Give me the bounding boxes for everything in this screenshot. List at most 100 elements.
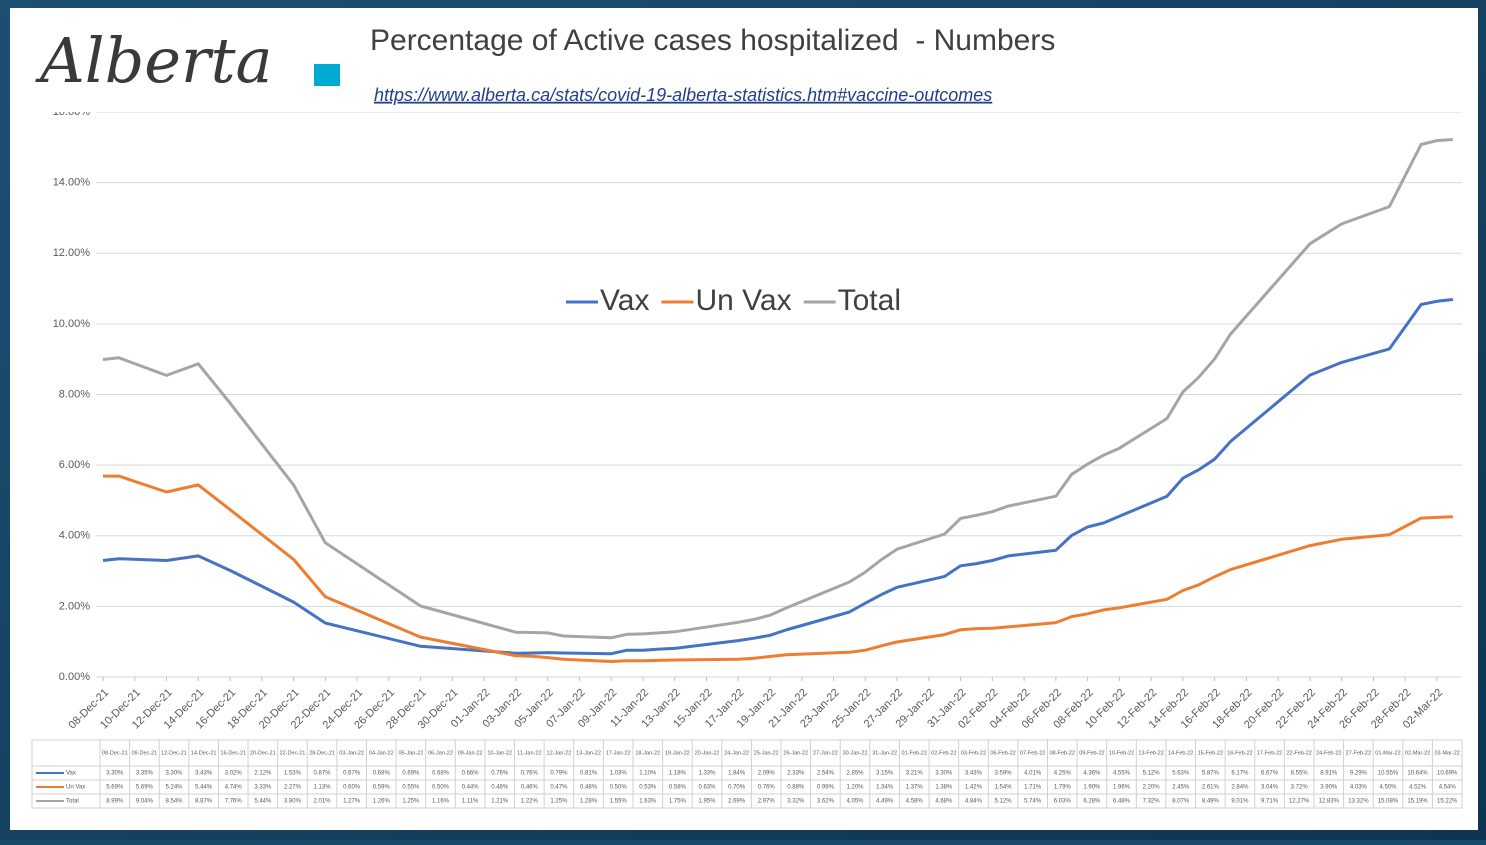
table-header: 10-Jan-22 [487,750,512,756]
table-cell: 1.13% [314,785,332,791]
table-header: 10-Feb-22 [1109,750,1134,756]
table-header: 20-Jan-22 [695,750,720,756]
table-header: 31-Jan-22 [872,750,897,756]
table-cell: 0.63% [698,785,716,791]
table-header: 22-Feb-22 [1286,750,1311,756]
table-cell: 1.42% [965,785,983,791]
table-cell: 8.99% [106,799,124,805]
table-header: 27-Feb-22 [1346,750,1371,756]
table-cell: 2.20% [1143,785,1161,791]
table-header: 08-Dec-21 [102,750,128,756]
table-cell: 0.47% [550,785,568,791]
table-cell: 0.68% [432,771,450,777]
table-cell: 8.91% [1320,771,1338,777]
table-cell: 2.84% [1231,785,1249,791]
table-header: 01-Mar-22 [1375,750,1400,756]
table-legend-label: Total [66,799,79,805]
table-cell: 0.53% [639,785,657,791]
table-cell: 8.49% [1202,799,1220,805]
table-cell: 5.12% [995,799,1013,805]
header-bg [14,10,1474,112]
table-cell: 1.96% [1113,785,1131,791]
y-tick-label: 6.00% [59,459,90,471]
table-cell: 8.54% [166,799,184,805]
table-cell: 1.55% [610,799,628,805]
table-cell: 15.22% [1437,799,1458,805]
table-cell: 1.79% [1054,785,1072,791]
table-header: 24-Jan-22 [724,750,749,756]
table-cell: 0.46% [491,785,509,791]
source-link[interactable]: https://www.alberta.ca/stats/covid-19-al… [374,85,992,105]
table-cell: 1.90% [1083,785,1101,791]
chart-title: Percentage of Active cases hospitalized … [370,24,1055,57]
table-cell: 7.76% [225,799,243,805]
table-cell: 2.85% [847,771,865,777]
table-cell: 0.76% [521,771,539,777]
table-cell: 0.79% [550,771,568,777]
plot-area: 0.00% 2.00% 4.00% 6.00% 8.00% 10.00% 12.00% 14.… [31,106,1463,809]
table-header: 27-Jan-22 [813,750,838,756]
y-tick-label: 8.00% [59,388,90,400]
table-cell: 5.69% [136,785,154,791]
table-cell: 0.88% [787,785,805,791]
table-cell: 13.32% [1348,799,1369,805]
table-cell: 0.58% [669,785,687,791]
table-cell: 10.69% [1437,771,1458,777]
table-cell: 5.24% [166,785,184,791]
table-cell: 1.54% [995,785,1013,791]
table-cell: 9.29% [1350,771,1368,777]
table-header: 09-Feb-22 [1079,750,1104,756]
y-tick-label: 4.00% [59,530,90,542]
table-cell: 0.69% [402,771,420,777]
table-cell: 3.02% [225,771,243,777]
line [103,474,1453,663]
table-header: 22-Dec-21 [280,750,306,756]
table-cell: 4.36% [1083,771,1101,777]
table-header: 12-Dec-21 [161,750,187,756]
table-cell: 0.76% [491,771,509,777]
table-cell: 2.01% [314,799,332,805]
panel [10,8,1478,830]
table-header: 19-Jan-22 [665,750,690,756]
table-cell: 1.26% [373,799,391,805]
table-header: 08-Feb-22 [1050,750,1075,756]
table-cell: 1.25% [550,799,568,805]
table-cell: 4.68% [935,799,953,805]
table-cell: 0.55% [402,785,420,791]
table-cell: 5.44% [195,785,213,791]
table-cell: 3.04% [1261,785,1279,791]
table-header: 16-Dec-21 [220,750,246,756]
table-cell: 15.19% [1407,799,1428,805]
table-header: 16-Feb-22 [1227,750,1252,756]
table-cell: 2.45% [1172,785,1190,791]
table-cell: 1.20% [847,785,865,791]
table-cell: 3.30% [166,771,184,777]
table-header: 14-Dec-21 [191,750,217,756]
table-header: 18-Jan-22 [635,750,660,756]
table-cell: 2.33% [787,771,805,777]
legend-label: Vax [600,284,649,317]
table-cell: 1.18% [669,771,687,777]
table-header: 17-Jan-22 [606,750,631,756]
table-header: 11-Jan-22 [517,750,541,756]
table-cell: 4.52% [1409,785,1427,791]
table-legend-label: Vax [66,771,76,777]
table-cell: 8.87% [195,799,213,805]
table-header: 02-Feb-22 [931,750,956,756]
table-cell: 1.95% [698,799,716,805]
y-tick-label: 10.00% [53,318,91,330]
table-cell: 1.10% [639,771,657,777]
table-cell: 4.55% [1113,771,1131,777]
table-cell: 2.61% [1202,785,1220,791]
table-cell: 10.64% [1407,771,1428,777]
table-header: 14-Feb-22 [1168,750,1193,756]
table-cell: 3.62% [817,799,835,805]
table-cell: 12.27% [1289,799,1310,805]
table-cell: 5.63% [1172,771,1190,777]
table-cell: 0.48% [580,785,598,791]
table-cell: 2.27% [284,785,302,791]
table-header: 04-Jan-22 [369,750,394,756]
table-header: 12-Jan-22 [547,750,572,756]
table-cell: 5.74% [1024,799,1042,805]
table-header: 30-Jan-22 [843,750,868,756]
